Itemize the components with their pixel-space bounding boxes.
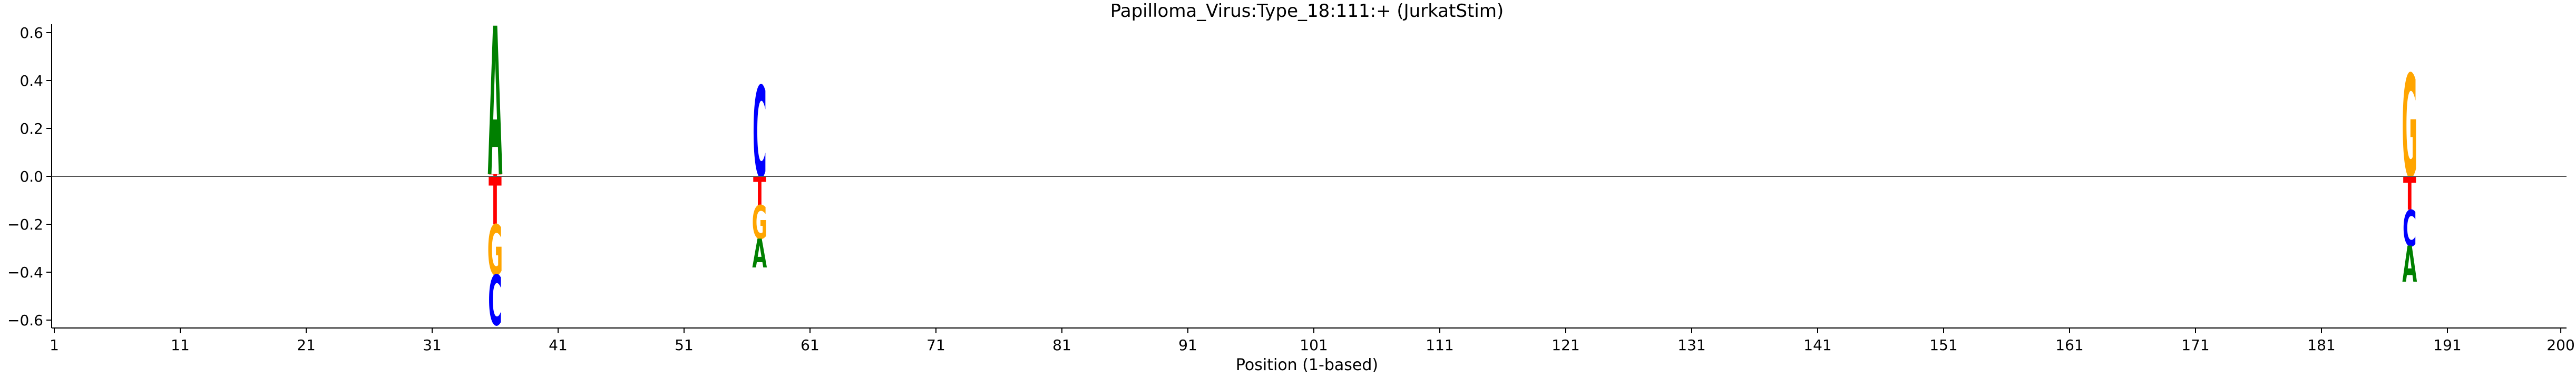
x-tick-label: 91	[1178, 336, 1197, 354]
x-tick-label: 181	[2307, 336, 2335, 354]
logo-letter-A: A	[2402, 236, 2417, 293]
x-tick-label: 61	[801, 336, 819, 354]
x-tick-label: 81	[1052, 336, 1071, 354]
y-tick-label: 0.6	[19, 24, 43, 42]
y-tick-label: 0.2	[19, 120, 43, 137]
chart-title: Papilloma_Virus:Type_18:111:+ (JurkatSti…	[1110, 1, 1504, 22]
x-tick-label: 171	[2181, 336, 2209, 354]
logo-letter-G: G	[487, 211, 503, 291]
x-tick-label: 151	[1929, 336, 1957, 354]
logo-letter-G: G	[752, 196, 768, 250]
y-tick-label: −0.6	[7, 312, 43, 329]
x-tick-label: 101	[1300, 336, 1328, 354]
logo-letter-A: A	[752, 231, 767, 277]
x-tick-label: 161	[2055, 336, 2083, 354]
x-tick-label: 191	[2433, 336, 2461, 354]
y-tick-label: −0.2	[7, 216, 43, 233]
y-tick-label: −0.4	[7, 264, 43, 281]
y-tick-label: 0.0	[19, 168, 43, 185]
x-tick-label: 71	[926, 336, 945, 354]
x-tick-label: 111	[1426, 336, 1453, 354]
x-tick-label: 131	[1677, 336, 1705, 354]
x-tick-label: 1	[50, 336, 59, 354]
x-tick-label: 31	[423, 336, 442, 354]
logo-letter-C: C	[2403, 200, 2417, 257]
logo-letter-C: C	[753, 61, 767, 206]
logo-letter-T: T	[489, 173, 502, 177]
y-axis-ticks: −0.6 −0.4 −0.2 0.0 0.2 0.4 0.6	[7, 24, 52, 329]
x-axis-label: Position (1-based)	[1236, 356, 1378, 374]
logo-letter-A: A	[488, 0, 503, 222]
x-tick-label: 200	[2546, 336, 2574, 354]
x-tick-label: 41	[549, 336, 568, 354]
x-tick-label: 11	[171, 336, 190, 354]
x-tick-label: 21	[297, 336, 316, 354]
x-tick-label: 51	[675, 336, 694, 354]
x-axis-ticks: 1 11 21 31 41 51 61 71 81 91 101 111 121 131 141 151 161…	[50, 328, 2575, 354]
logo-letter-G: G	[2402, 46, 2417, 210]
x-tick-label: 121	[1552, 336, 1579, 354]
logo-letter-C: C	[488, 261, 502, 342]
y-tick-label: 0.4	[19, 72, 43, 89]
x-tick-label: 141	[1803, 336, 1831, 354]
